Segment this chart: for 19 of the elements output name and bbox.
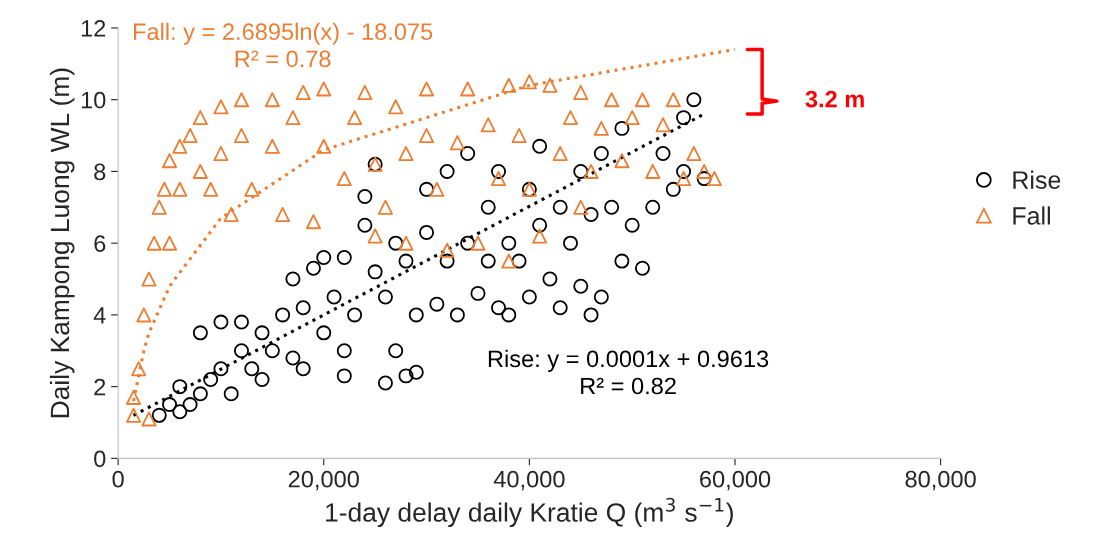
- annotation: 3.2 m: [805, 90, 864, 108]
- y-tick-label: 10: [81, 91, 106, 109]
- x-tick-label: 60,000: [700, 470, 771, 491]
- x-axis-title: 1-day delay daily Kratie Q (m$^{3}$ s$^{−1}$): [326, 497, 733, 528]
- y-tick-label: 2: [94, 378, 106, 396]
- x-tick-label: 0: [112, 470, 124, 488]
- y-tick-label: 12: [81, 20, 106, 37]
- x-tick-label: 40,000: [493, 470, 565, 491]
- y-tick-label: 0: [94, 450, 106, 468]
- y-tick-label: 4: [93, 307, 106, 324]
- y-tick-label: 6: [94, 235, 106, 252]
- y-tick-label: 8: [94, 163, 106, 181]
- x-tick-label: 80,000: [905, 470, 976, 491]
- legend-label: Rise: [1013, 170, 1061, 189]
- legend-label: Fall: [1013, 206, 1050, 225]
- x-tick-label: 20,000: [288, 470, 359, 491]
- annotation: Rise: y = 0.0001x + 0.9613 R² = 0.82: [488, 349, 769, 395]
- annotation: Fall: y = 2.6895ln(x) - 18.075 R² = 0.78: [133, 22, 433, 68]
- y-axis-title: Daily Kampong Luong WL (m): [49, 68, 75, 418]
